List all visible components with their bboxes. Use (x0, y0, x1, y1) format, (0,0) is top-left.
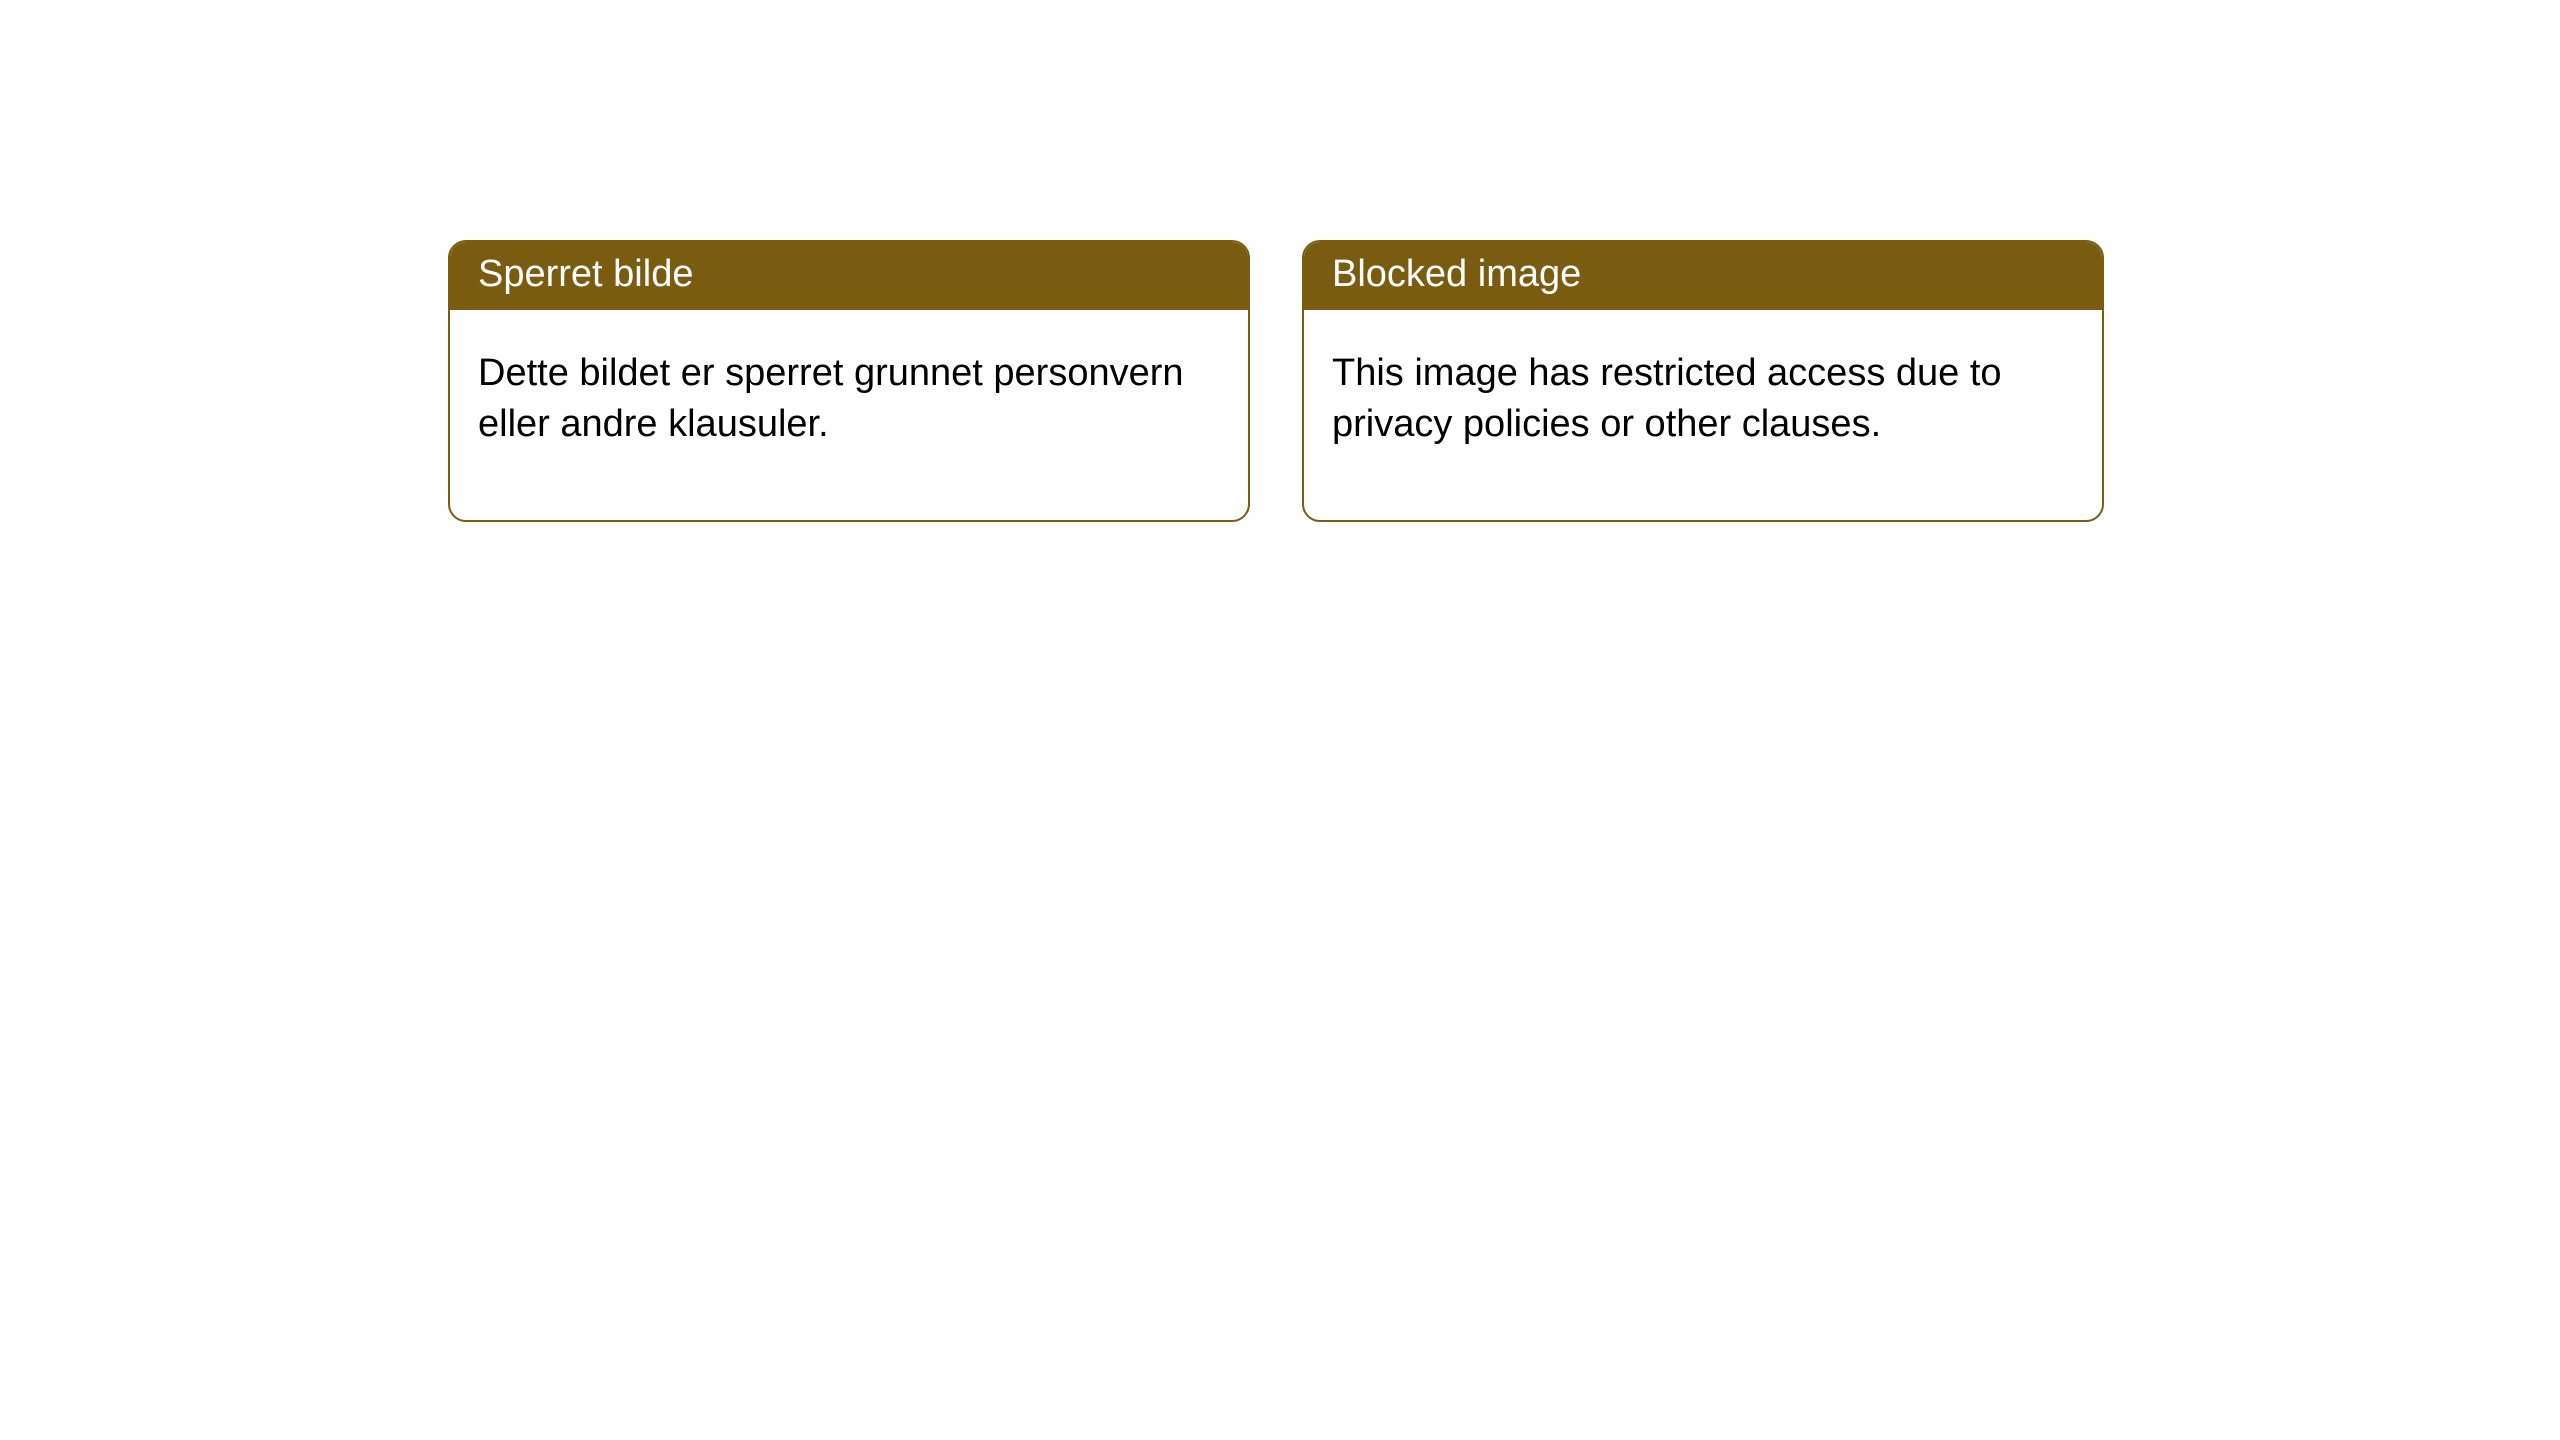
blocked-image-card-en: Blocked image This image has restricted … (1302, 240, 2104, 522)
blocked-image-card-no: Sperret bilde Dette bildet er sperret gr… (448, 240, 1250, 522)
card-header-en: Blocked image (1304, 242, 2102, 310)
card-body-en: This image has restricted access due to … (1304, 310, 2102, 521)
notice-container: Sperret bilde Dette bildet er sperret gr… (0, 0, 2560, 522)
card-header-no: Sperret bilde (450, 242, 1248, 310)
card-body-no: Dette bildet er sperret grunnet personve… (450, 310, 1248, 521)
